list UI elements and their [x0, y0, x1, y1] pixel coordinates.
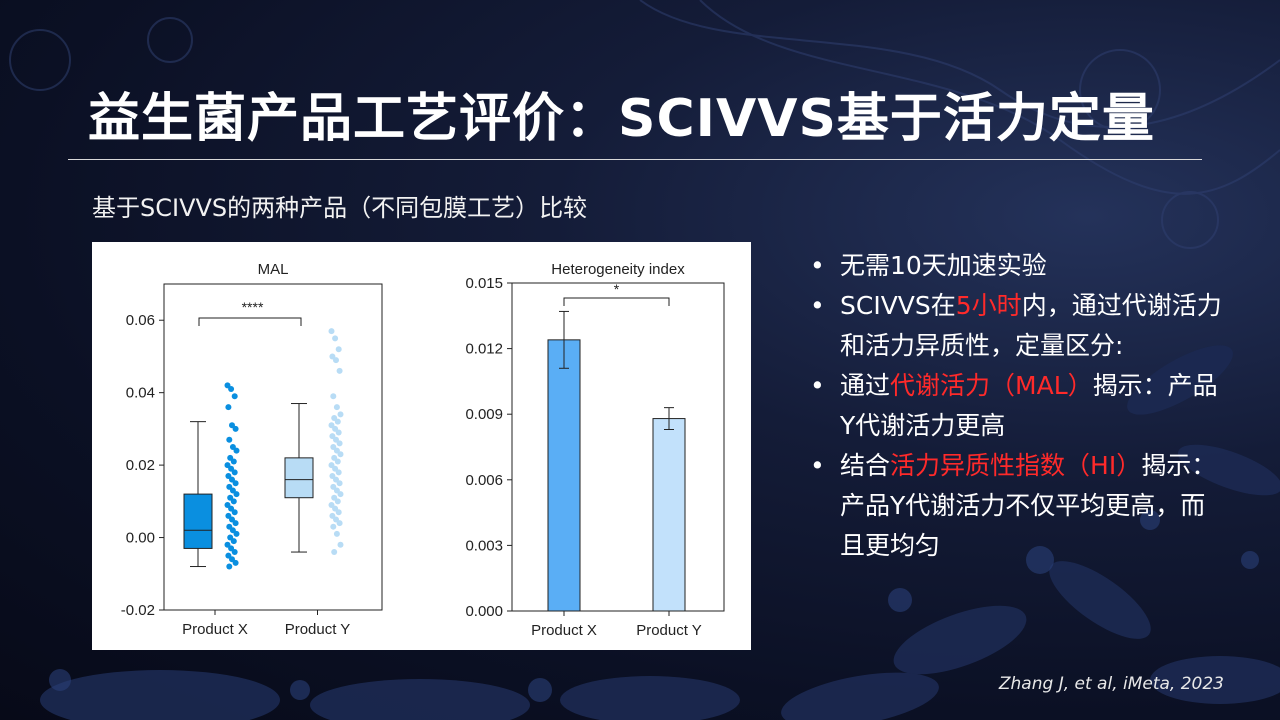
bullet-dot: • — [810, 251, 825, 280]
y-tick-label: 0.00 — [126, 530, 155, 547]
x-tick-label: Product Y — [636, 622, 702, 639]
bullet-item: • 结合活力异质性指数（HI）揭示：产品Y代谢活力不仅平均更高，而且更均匀 — [810, 446, 1230, 566]
y-tick-label: 0.000 — [465, 603, 503, 620]
y-tick-label: 0.012 — [465, 341, 503, 358]
data-point — [231, 549, 238, 556]
data-point — [336, 520, 343, 527]
data-point — [337, 451, 344, 458]
title-divider — [68, 159, 1202, 160]
bullet-highlight-text: 代谢活力（MAL） — [890, 371, 1093, 400]
data-point — [233, 530, 240, 537]
data-point — [328, 328, 335, 335]
slide-title: 益生菌产品工艺评价：SCIVVS基于活力定量 — [88, 89, 1155, 149]
y-tick-label: 0.02 — [126, 457, 155, 474]
data-point — [232, 425, 239, 432]
data-point — [226, 563, 233, 570]
significance-bracket — [198, 317, 302, 326]
bullet-dot: • — [810, 371, 825, 400]
y-tick-label: 0.015 — [465, 275, 503, 292]
data-point — [226, 436, 233, 443]
bullet-text: 揭示：产品Y代谢活力更高 — [840, 371, 1218, 440]
data-point — [332, 335, 339, 342]
plot-frame — [163, 283, 383, 611]
data-point — [230, 538, 237, 545]
data-point — [334, 418, 341, 425]
data-point — [232, 480, 239, 487]
bullet-highlight-text: 5小时 — [955, 291, 1022, 320]
bullet-item: • SCIVVS在5小时内，通过代谢活力和活力异质性，定量区分: — [810, 286, 1230, 366]
y-tick-label: 0.06 — [126, 312, 155, 329]
data-point — [225, 404, 232, 411]
data-point — [232, 520, 239, 527]
bullet-text: SCIVVS在 — [840, 291, 956, 320]
data-point — [333, 404, 340, 411]
bar — [652, 418, 686, 612]
data-point — [336, 367, 343, 374]
plot-frame — [511, 282, 725, 612]
y-tick-label: 0.009 — [465, 406, 503, 423]
y-tick-label: 0.04 — [126, 385, 155, 402]
significance-label: **** — [242, 299, 264, 315]
data-point — [231, 393, 238, 400]
chart-title: MAL — [258, 261, 289, 278]
data-point — [335, 429, 342, 436]
data-point — [333, 530, 340, 537]
y-tick-label: 0.006 — [465, 472, 503, 489]
data-point — [233, 491, 240, 498]
data-point — [335, 469, 342, 476]
x-tick-label: Product X — [531, 622, 597, 639]
heterogeneity-bar-chart: Heterogeneity index 0.000 0.003 0.006 0.009 0… — [465, 261, 725, 639]
data-point — [336, 440, 343, 447]
data-point — [230, 498, 237, 505]
data-point — [336, 480, 343, 487]
bullet-text: 内，通过代谢活力和活力异质性，定量区分: — [840, 291, 1222, 360]
data-point — [335, 509, 342, 516]
box-body — [284, 457, 314, 499]
slide-subtitle: 基于SCIVVS的两种产品（不同包膜工艺）比较 — [92, 194, 588, 222]
data-point — [233, 447, 240, 454]
bullet-item: • 通过代谢活力（MAL）揭示：产品Y代谢活力更高 — [810, 366, 1230, 446]
data-point — [330, 523, 337, 530]
data-point — [337, 491, 344, 498]
bullet-text: 无需10天加速实验 — [840, 251, 1047, 280]
bar — [547, 339, 581, 612]
bullet-dot: • — [810, 451, 825, 480]
data-point — [335, 346, 342, 353]
significance-label: * — [614, 281, 620, 297]
mal-boxplot-chart: MAL -0.02 0.00 0.02 0.04 0.06 Product X Product… — [121, 261, 383, 638]
data-point — [228, 386, 235, 393]
data-point — [330, 393, 337, 400]
bullet-text: 揭示：产品Y代谢活力不仅平均更高，而且更均匀 — [840, 451, 1217, 560]
chart-title: Heterogeneity index — [551, 261, 685, 278]
citation: Zhang J, et al, iMeta, 2023 — [998, 674, 1224, 694]
x-tick-label: Product X — [182, 621, 248, 638]
data-point — [334, 458, 341, 465]
data-point — [232, 559, 239, 566]
bullet-dot: • — [810, 291, 825, 320]
data-point — [331, 549, 338, 556]
data-point — [337, 411, 344, 418]
data-point — [231, 469, 238, 476]
bullet-item: • 无需10天加速实验 — [810, 246, 1230, 286]
box-body — [183, 493, 213, 549]
bullet-text: 结合 — [840, 451, 891, 480]
significance-bracket — [563, 297, 670, 306]
key-points-list: • 无需10天加速实验 • SCIVVS在5小时内，通过代谢活力和活力异质性，定量区分… — [810, 246, 1230, 566]
data-point — [230, 458, 237, 465]
data-point — [231, 509, 238, 516]
bullet-text: 通过 — [840, 371, 891, 400]
data-point — [334, 498, 341, 505]
y-tick-label: -0.02 — [121, 602, 155, 619]
y-tick-label: 0.003 — [465, 537, 503, 554]
data-point — [333, 357, 339, 364]
figure-panel: MAL -0.02 0.00 0.02 0.04 0.06 Product X Product… — [92, 242, 751, 650]
bullet-highlight-text: 活力异质性指数（HI） — [890, 451, 1142, 480]
x-tick-label: Product Y — [285, 621, 351, 638]
data-point — [337, 541, 344, 548]
